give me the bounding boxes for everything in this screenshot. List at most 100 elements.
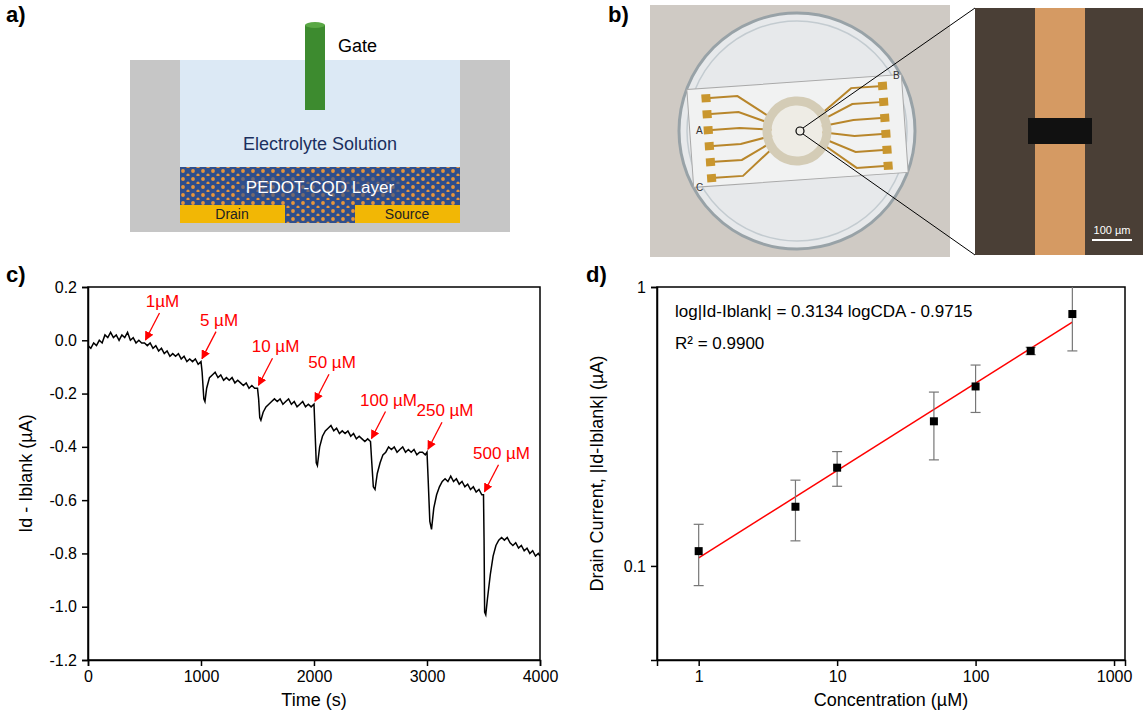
layer-label: PEDOT-CQD Layer (246, 178, 395, 197)
data-point (791, 503, 799, 511)
chip-glass (687, 75, 908, 188)
annotation-arrow (202, 332, 216, 359)
error-cap (694, 585, 704, 586)
scale-bar (1092, 239, 1132, 241)
panel-letter: d) (586, 262, 607, 287)
annotation-label: 10 µM (252, 337, 300, 356)
x-tick-mark (314, 660, 316, 666)
x-tick-mark (427, 660, 429, 666)
chart: 01000200030004000-1.2-1.0-0.8-0.6-0.4-0.… (16, 279, 558, 710)
y-tick: -1.0 (49, 598, 88, 615)
chip-label: A (696, 125, 703, 136)
y-axis: -1.2-1.0-0.8-0.6-0.4-0.20.00.2 (49, 279, 88, 669)
error-bar (832, 452, 842, 487)
panel-letter: a) (6, 2, 26, 27)
plot-area (694, 287, 1078, 586)
error-cap (929, 459, 939, 460)
y-axis-line (651, 288, 658, 661)
pad (882, 145, 892, 154)
y-tick-mark (82, 660, 88, 662)
y-axis: 0.11 (624, 279, 658, 661)
data-line (88, 332, 540, 614)
y-tick-label: -1.0 (49, 598, 77, 615)
y-tick-label: 0.2 (55, 279, 77, 296)
layer-label-bg (240, 176, 400, 198)
error-cap (929, 391, 939, 392)
chip-label: B (893, 70, 900, 81)
x-axis: 01000200030004000 (84, 660, 558, 685)
y-tick-label: 0.0 (55, 332, 77, 349)
zoom-line (803, 134, 975, 255)
y-tick-mark (82, 553, 88, 555)
trace (711, 110, 772, 128)
y-tick-label: -0.6 (49, 492, 77, 509)
panel-letter: b) (608, 2, 629, 27)
pad (705, 142, 715, 151)
x-tick-label: 100 (963, 668, 990, 685)
y-tick-label: -0.4 (49, 438, 77, 455)
micrograph (975, 8, 1143, 255)
scale-bar-label: 100 µm (1094, 224, 1131, 236)
channel (285, 205, 355, 223)
x-tick: 2000 (297, 660, 333, 685)
y-tick: 1 (637, 279, 657, 296)
x-tick: 4000 (523, 660, 559, 685)
x-tick-label: 1 (695, 668, 704, 685)
annotation-arrow (428, 422, 442, 449)
plot-frame (657, 287, 1125, 660)
error-cap (832, 451, 842, 452)
chip-label: C (696, 182, 703, 193)
x-tick-label: 10 (829, 668, 847, 685)
y-tick-label: -0.8 (49, 545, 77, 562)
pad (703, 126, 713, 135)
x-tick-mark (1114, 660, 1116, 666)
data-point (1027, 347, 1035, 355)
drain-electrode (180, 205, 285, 223)
zoom-spot (796, 127, 804, 135)
error-cap (694, 524, 704, 525)
trace (820, 102, 881, 120)
annotation-arrow (372, 412, 386, 439)
y-axis-line (82, 288, 89, 661)
pad (883, 161, 893, 170)
x-tick: 0 (84, 660, 93, 685)
y-tick-mark (82, 340, 88, 342)
x-tick-mark (201, 660, 203, 666)
x-tick-label: 3000 (410, 668, 446, 685)
pad (702, 110, 712, 119)
y-tick: 0.1 (624, 558, 657, 575)
error-cap (790, 480, 800, 481)
x-tick-mark (837, 660, 839, 666)
data-point (833, 464, 841, 472)
pad (879, 98, 889, 107)
data-point (972, 382, 980, 390)
y-tick-label: -1.2 (49, 652, 77, 669)
y-tick-mark (82, 606, 88, 608)
annotation-label: 50 µM (308, 353, 356, 372)
x-tick: 100 (963, 660, 990, 685)
x-tick: 10 (829, 660, 847, 685)
y-tick-mark (82, 393, 88, 395)
x-tick: 1000 (1097, 660, 1133, 685)
data-point (1068, 310, 1076, 318)
annotation-arrow (259, 358, 273, 385)
annotation-label: 100 µM (360, 391, 417, 410)
error-cap (832, 486, 842, 487)
error-bar (971, 365, 981, 412)
photo: A B C 100 µm (650, 5, 1143, 257)
drain-label: Drain (215, 206, 248, 222)
photo-bg (650, 5, 950, 257)
annotation-label: 500 µM (473, 444, 530, 463)
pad (707, 174, 717, 183)
petri-dish (679, 13, 915, 249)
trace (713, 148, 775, 178)
x-tick-label: 4000 (523, 668, 559, 685)
x-tick-mark (540, 660, 542, 666)
error-bar (790, 480, 800, 541)
error-bar (694, 524, 704, 585)
y-tick-label: 0.1 (624, 558, 646, 575)
y-tick: -1.2 (49, 652, 88, 669)
x-axis-line (658, 661, 1126, 667)
y-tick-mark (82, 287, 88, 289)
x-axis-title: Concentration (µM) (814, 690, 968, 710)
